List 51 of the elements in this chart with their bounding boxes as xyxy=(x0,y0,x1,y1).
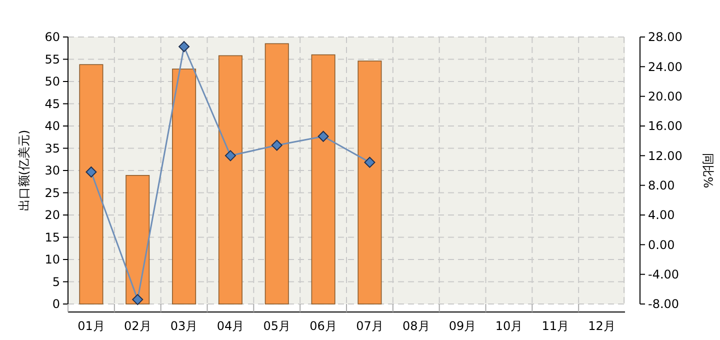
y2-tick-label: 20.00 xyxy=(648,90,682,104)
x-tick-label: 06月 xyxy=(310,319,337,333)
x-tick-label: 08月 xyxy=(402,319,430,333)
y2-tick-label: 12.00 xyxy=(648,148,682,163)
y2-tick-label: 8.00 xyxy=(648,178,675,193)
y-tick-label: 60 xyxy=(44,30,60,44)
bar xyxy=(218,55,242,304)
bar xyxy=(79,64,104,304)
y-tick-label: 20 xyxy=(44,208,60,222)
y2-tick-label: 4.00 xyxy=(648,208,675,222)
point xyxy=(271,140,282,151)
y2-tick-label: 0.00 xyxy=(648,238,675,252)
y-tick-label: 55 xyxy=(44,52,60,66)
y-tick-label: 0 xyxy=(52,297,60,312)
x-tick-label: 10月 xyxy=(495,319,523,333)
bar xyxy=(264,43,289,304)
y-tick-label: 5 xyxy=(52,274,60,289)
x-tick-label: 01月 xyxy=(78,319,105,333)
x-tick-label: 02月 xyxy=(124,319,152,333)
point xyxy=(86,166,97,178)
point xyxy=(178,41,190,52)
point xyxy=(364,156,376,168)
x-tick-label: 07月 xyxy=(356,319,384,333)
y-tick-label: 10 xyxy=(44,252,60,267)
x-tick-label: 03月 xyxy=(170,319,198,333)
y-tick-label: 30 xyxy=(44,164,60,178)
y-tick-label: 40 xyxy=(44,119,60,134)
y-tick-label: 35 xyxy=(44,141,60,156)
x-tick-label: 09月 xyxy=(448,319,476,333)
bar xyxy=(126,174,150,304)
y2-tick-label: -8.00 xyxy=(648,297,680,312)
x-tick-label: 04月 xyxy=(216,319,244,333)
y-tick-label: 25 xyxy=(44,186,60,200)
point xyxy=(132,294,144,306)
y-tick-label: 45 xyxy=(44,96,60,111)
y-axis-title: 出口额(亿美元) xyxy=(17,130,31,212)
bar xyxy=(311,54,336,304)
y2-tick-label: 28.00 xyxy=(648,30,682,44)
bar xyxy=(358,60,382,304)
y-tick-label: 15 xyxy=(44,230,60,244)
x-tick-label: 12月 xyxy=(588,319,616,333)
y2-tick-label: 24.00 xyxy=(648,60,682,74)
x-tick-label: 11月 xyxy=(542,319,570,333)
y2-axis-title: 同比% xyxy=(701,152,715,188)
bar xyxy=(172,68,196,304)
point xyxy=(318,130,329,142)
y-tick-label: 50 xyxy=(44,74,60,89)
y2-tick-label: -4.00 xyxy=(648,268,680,282)
x-tick-label: 05月 xyxy=(263,319,291,333)
y2-tick-label: 16.00 xyxy=(648,119,682,134)
point xyxy=(224,150,236,162)
